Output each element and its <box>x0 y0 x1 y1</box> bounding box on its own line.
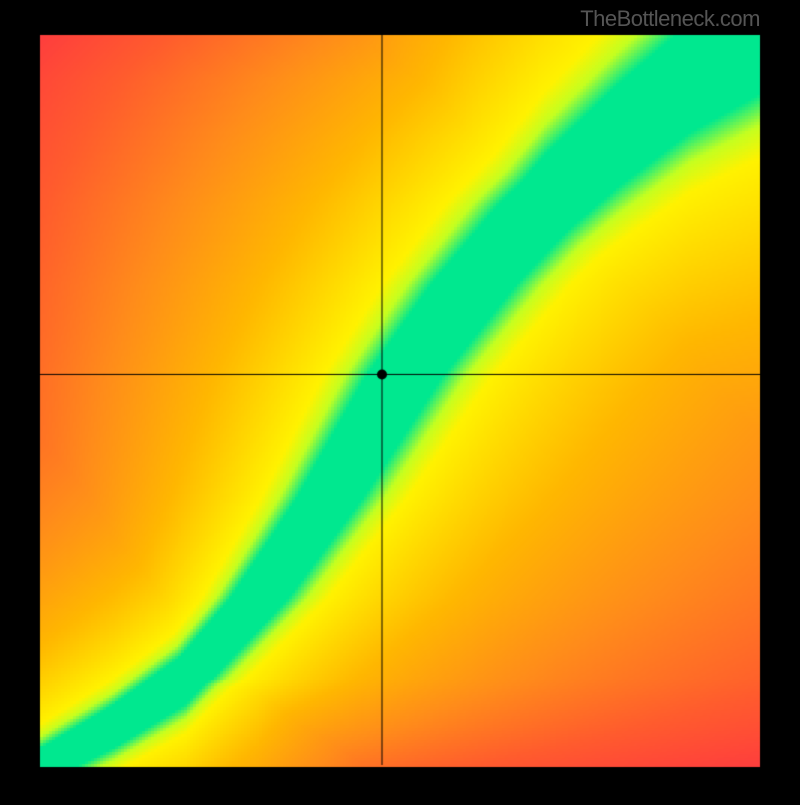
bottleneck-heatmap <box>0 0 800 800</box>
chart-container <box>0 0 800 800</box>
watermark-text: TheBottleneck.com <box>580 6 760 32</box>
